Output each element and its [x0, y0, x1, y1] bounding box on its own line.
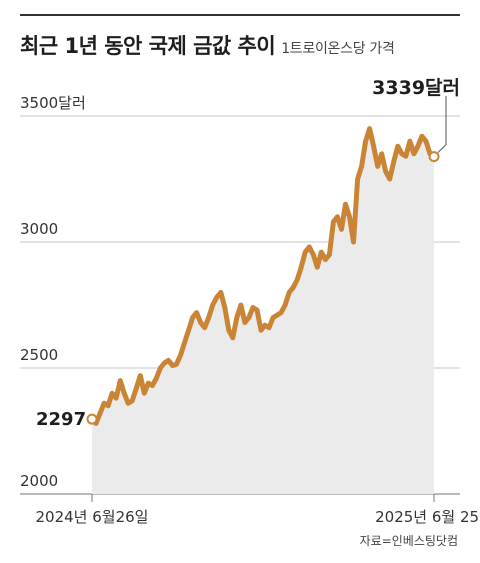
end-value-label: 3339달러: [372, 77, 460, 99]
y-tick-label: 2500: [20, 346, 58, 364]
price-line: [89, 126, 437, 426]
label-layer: 3500달러 3000 2500 2000 2024년 6월26일 2025년 6월 25…: [20, 77, 480, 526]
end-leader-line: [437, 96, 447, 153]
start-point: [86, 413, 98, 425]
y-tick-label: 3000: [20, 220, 58, 238]
source-note: 자료=인베스팅닷컴: [359, 534, 458, 548]
y-tick-label: 3500달러: [20, 94, 86, 112]
x-tick-label: 2024년 6월26일: [36, 508, 149, 526]
start-value-label: 2297: [36, 409, 86, 430]
chart-subtitle: 1트로이온스당 가격: [281, 41, 395, 57]
top-rule: [20, 14, 460, 16]
y-tick-label: 2000: [20, 472, 58, 490]
x-tick-label: 2025년 6월 25일: [375, 508, 480, 526]
end-point: [428, 151, 440, 163]
area-fill: [92, 128, 434, 494]
title-row: 최근 1년 동안 국제 금값 추이 1트로이온스당 가격: [20, 30, 395, 60]
chart-title: 최근 1년 동안 국제 금값 추이: [20, 34, 276, 58]
